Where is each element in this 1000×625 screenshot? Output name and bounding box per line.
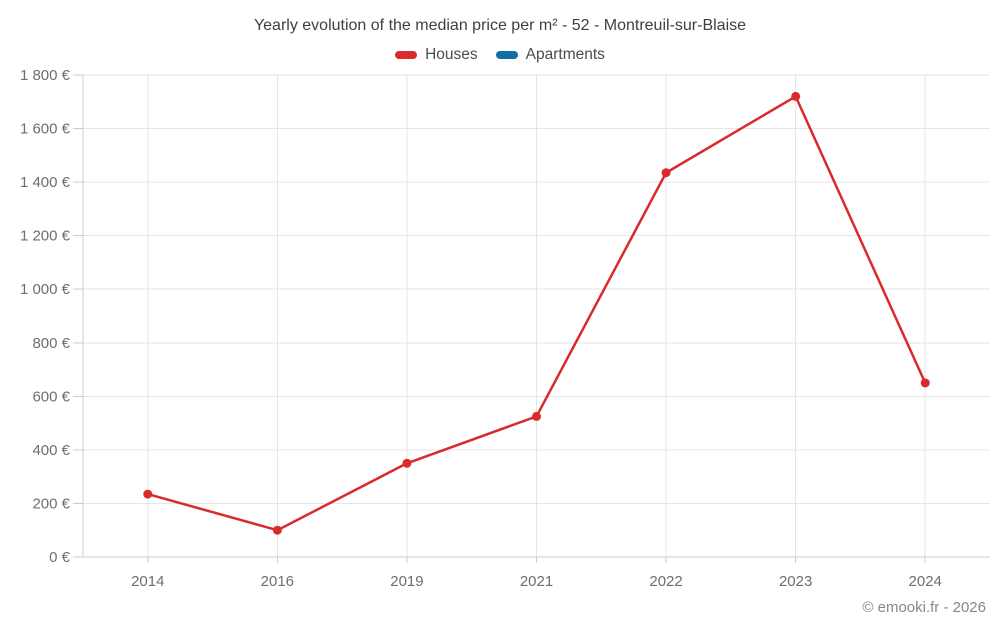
x-axis-labels: 2014 2016 2019 2021 2022 2023 2024: [131, 573, 942, 590]
data-point-houses-2022[interactable]: [661, 168, 671, 178]
legend-swatch-apartments-icon: [495, 51, 518, 59]
x-tick-label: 2023: [779, 573, 812, 590]
y-tick-label: 800 €: [32, 335, 70, 352]
x-tick-label: 2022: [649, 573, 682, 590]
data-point-houses-2023[interactable]: [791, 91, 801, 101]
y-tick-label: 1 000 €: [20, 281, 71, 298]
series-houses: [143, 91, 930, 535]
x-tick-label: 2021: [520, 573, 553, 590]
y-tick-label: 1 600 €: [20, 121, 71, 138]
legend-label-houses: Houses: [425, 46, 478, 63]
y-tick-label: 1 800 €: [20, 67, 71, 84]
legend-swatch-houses-icon: [395, 51, 418, 59]
x-tick-label: 2019: [390, 573, 423, 590]
legend-item-houses[interactable]: Houses: [395, 46, 478, 64]
data-point-houses-2024[interactable]: [920, 378, 930, 388]
x-tick-label: 2024: [909, 573, 942, 590]
credit-link[interactable]: © emooki.fr - 2026: [862, 599, 986, 616]
y-tick-label: 0 €: [49, 549, 71, 566]
chart-title: Yearly evolution of the median price per…: [253, 17, 747, 34]
y-tick-label: 400 €: [32, 442, 70, 459]
x-tick-label: 2016: [261, 573, 294, 590]
y-axis-labels: 0 € 200 € 400 € 600 € 800 € 1 000 € 1 200 € 1 4…: [20, 67, 71, 566]
data-point-houses-2016[interactable]: [272, 525, 282, 535]
legend-item-apartments[interactable]: Apartments: [495, 46, 605, 64]
x-tick-label: 2014: [131, 573, 164, 590]
legend-label-apartments: Apartments: [525, 46, 605, 63]
y-tick-label: 1 400 €: [20, 174, 71, 191]
chart-legend: Houses Apartments: [0, 46, 1000, 64]
data-point-houses-2021[interactable]: [532, 411, 541, 421]
y-tick-label: 1 200 €: [20, 228, 71, 245]
y-tick-label: 200 €: [32, 495, 70, 512]
axes: [73, 74, 990, 563]
data-point-houses-2019[interactable]: [402, 458, 412, 468]
gridlines: [83, 74, 990, 558]
data-point-houses-2014[interactable]: [143, 489, 153, 499]
y-tick-label: 600 €: [32, 388, 70, 405]
